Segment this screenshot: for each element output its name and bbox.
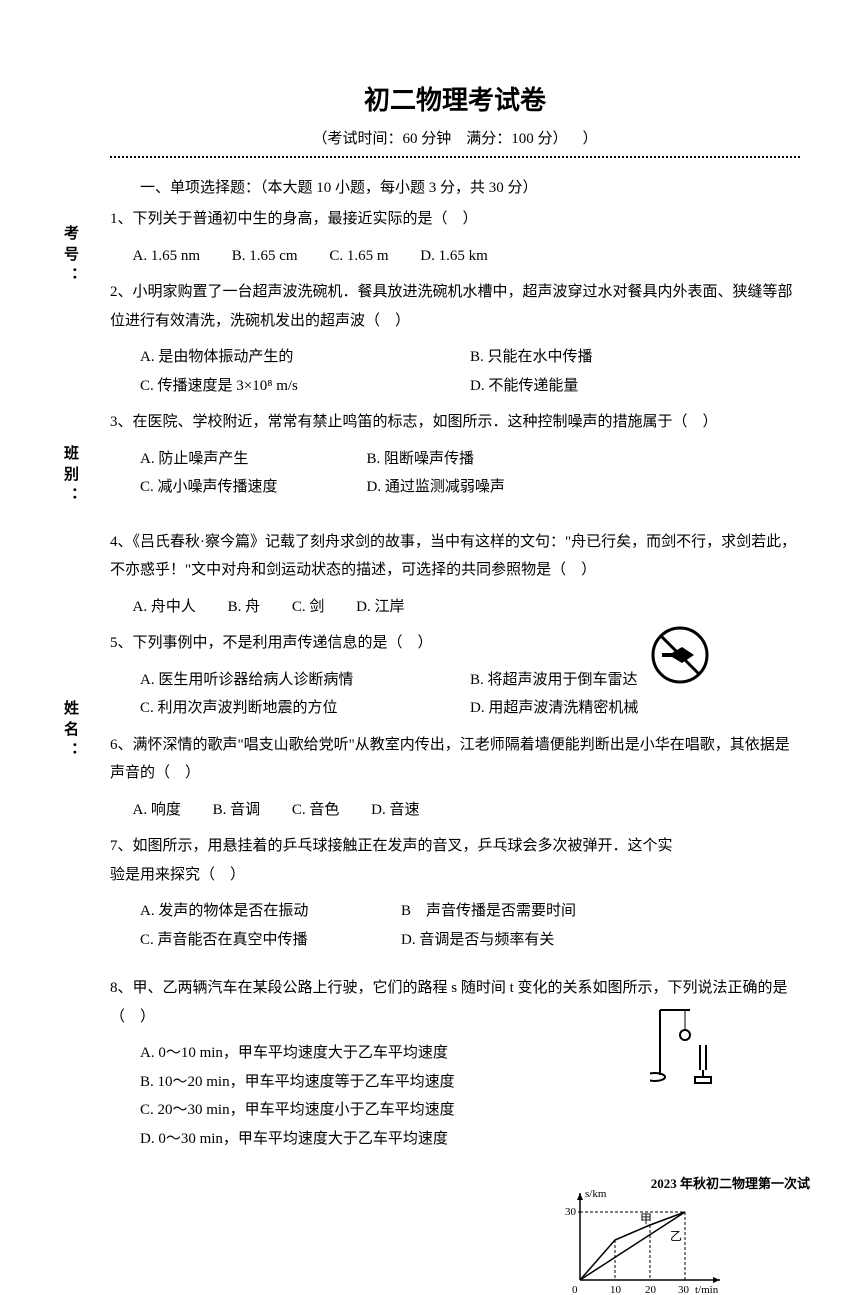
q8-opt-b: B. 10～20 min，甲车平均速度等于乙车平均速度 [140,1068,559,1097]
graph-x30: 30 [678,1284,690,1295]
graph-xlabel: t/min [695,1284,719,1295]
q3-opt-d: D. 通过监测减弱噪声 [367,473,594,502]
side-label-kaohao: 考号： [60,225,81,288]
question-7: 7、如图所示，用悬挂着的乒乓球接触正在发声的音叉，乒乓球会多次被弹开．这个实验是… [110,832,676,889]
q5-opt-b: B. 将超声波用于倒车雷达 [470,666,800,695]
divider [110,156,800,158]
question-3: 3、在医院、学校附近，常常有禁止鸣笛的标志，如图所示．这种控制噪声的措施属于（ … [110,408,800,437]
q5-opt-d: D. 用超声波清洗精密机械 [470,694,800,723]
q3-opt-b: B. 阻断噪声传播 [367,445,594,474]
question-4: 4、《吕氏春秋·察今篇》记载了刻舟求剑的故事，当中有这样的文句："舟已行矣，而剑… [110,528,800,585]
question-1: 1、下列关于普通初中生的身高，最接近实际的是（ ） [110,205,800,234]
side-label-xingming: 姓名： [60,700,81,763]
q2-opt-c: C. 传播速度是 3×10⁸ m/s [140,372,470,401]
q1-opt-d: D. 1.65 km [420,242,488,271]
graph-x10: 10 [610,1284,622,1295]
q2-opt-d: D. 不能传递能量 [470,372,800,401]
q7-opt-c: C. 声音能否在真空中传播 [140,926,401,955]
question-4-options: A. 舟中人 B. 舟 C. 剑 D. 江岸 [110,593,800,622]
question-8-options: A. 0～10 min，甲车平均速度大于乙车平均速度 B. 10～20 min，… [110,1039,559,1153]
q1-opt-b: B. 1.65 cm [232,242,298,271]
q5-opt-a: A. 医生用听诊器给病人诊断病情 [140,666,470,695]
q8-opt-d: D. 0～30 min，甲车平均速度大于乙车平均速度 [140,1125,559,1154]
graph-x20: 20 [645,1284,657,1295]
question-6: 6、满怀深情的歌声"唱支山歌给党听"从教室内传出，江老师隔着墙便能判断出是小华在… [110,731,800,788]
q4-opt-a: A. 舟中人 [133,593,196,622]
q4-opt-b: B. 舟 [228,593,261,622]
q7-opt-b: B 声音传播是否需要时间 [401,897,662,926]
q3-opt-a: A. 防止噪声产生 [140,445,367,474]
footer-text: 2023 年秋初二物理第一次试 [651,1173,810,1192]
q1-opt-a: A. 1.65 nm [133,242,201,271]
graph-yi-label: 乙 [670,1229,682,1243]
q8-opt-c: C. 20～30 min，甲车平均速度小于乙车平均速度 [140,1096,559,1125]
q6-opt-b: B. 音调 [213,796,261,825]
q1-opt-c: C. 1.65 m [329,242,388,271]
q2-opt-a: A. 是由物体振动产生的 [140,343,470,372]
page-title: 初二物理考试卷 [110,80,800,117]
question-3-options: A. 防止噪声产生 B. 阻断噪声传播 C. 减小噪声传播速度 D. 通过监测减… [110,445,593,502]
q4-opt-c: C. 剑 [292,593,325,622]
side-label-banbie: 班别： [60,445,81,508]
q3-opt-c: C. 减小噪声传播速度 [140,473,367,502]
graph-x0: 0 [572,1284,578,1295]
q6-opt-c: C. 音色 [292,796,340,825]
section-1-header: 一、单项选择题：（本大题 10 小题，每小题 3 分，共 30 分） [110,176,800,197]
graph-y30: 30 [565,1206,577,1218]
question-7-options: A. 发声的物体是否在振动 B 声音传播是否需要时间 C. 声音能否在真空中传播… [110,897,662,954]
graph-ylabel: s/km [585,1188,607,1200]
q4-opt-d: D. 江岸 [356,593,404,622]
q6-opt-d: D. 音速 [371,796,419,825]
q2-opt-b: B. 只能在水中传播 [470,343,800,372]
st-graph: s/km t/min 0 10 20 30 30 甲 乙 [560,1185,730,1295]
q7-opt-a: A. 发声的物体是否在振动 [140,897,401,926]
question-6-options: A. 响度 B. 音调 C. 音色 D. 音速 [110,796,800,825]
q6-opt-a: A. 响度 [133,796,181,825]
q7-opt-d: D. 音调是否与频率有关 [401,926,662,955]
q5-opt-c: C. 利用次声波判断地震的方位 [140,694,470,723]
question-2: 2、小明家购置了一台超声波洗碗机．餐具放进洗碗机水槽中，超声波穿过水对餐具内外表… [110,278,800,335]
question-2-options: A. 是由物体振动产生的 B. 只能在水中传播 C. 传播速度是 3×10⁸ m… [110,343,800,400]
exam-info: （考试时间：60 分钟 满分：100 分） ） [110,127,800,148]
question-1-options: A. 1.65 nm B. 1.65 cm C. 1.65 m D. 1.65 … [110,242,800,271]
q8-opt-a: A. 0～10 min，甲车平均速度大于乙车平均速度 [140,1039,559,1068]
tuning-fork-icon [650,1005,720,1085]
graph-jia-label: 甲 [640,1212,652,1226]
no-horn-icon [650,625,710,685]
